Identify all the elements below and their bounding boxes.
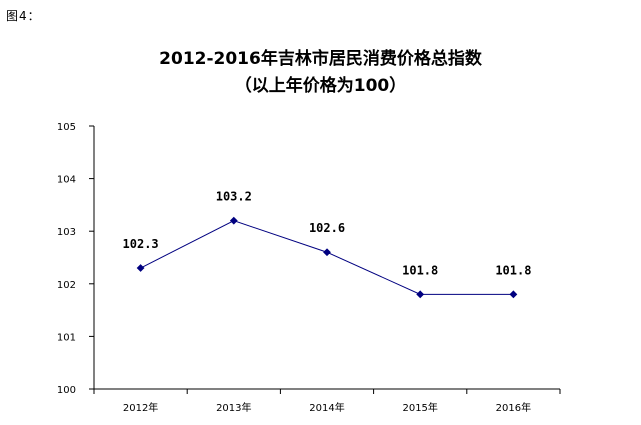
chart-title: 2012-2016年吉林市居民消费价格总指数: [159, 49, 482, 69]
data-label: 102.6: [309, 221, 345, 235]
x-tick-label: 2013年: [216, 401, 251, 414]
data-point: [229, 216, 238, 225]
x-tick-label: 2016年: [496, 401, 531, 414]
y-tick-label: 105: [57, 122, 76, 133]
figure-label: 图4：: [6, 9, 41, 23]
chart-subtitle: （以上年价格为100）: [234, 76, 407, 96]
y-tick-label: 103: [57, 227, 76, 238]
data-label: 103.2: [216, 190, 252, 204]
data-point: [136, 264, 145, 272]
data-label: 102.3: [123, 237, 159, 251]
x-tick-label: 2014年: [309, 401, 344, 414]
data-point: [416, 290, 425, 299]
x-tick-label: 2012年: [123, 401, 158, 414]
y-tick-label: 102: [57, 280, 76, 291]
data-label: 101.8: [495, 263, 531, 277]
data-point: [509, 290, 518, 299]
y-tick-label: 100: [57, 385, 76, 396]
y-tick-label: 101: [57, 332, 76, 343]
y-tick-label: 104: [57, 175, 76, 186]
x-tick-label: 2015年: [402, 401, 437, 414]
data-point: [323, 248, 331, 257]
data-label: 101.8: [402, 263, 438, 277]
